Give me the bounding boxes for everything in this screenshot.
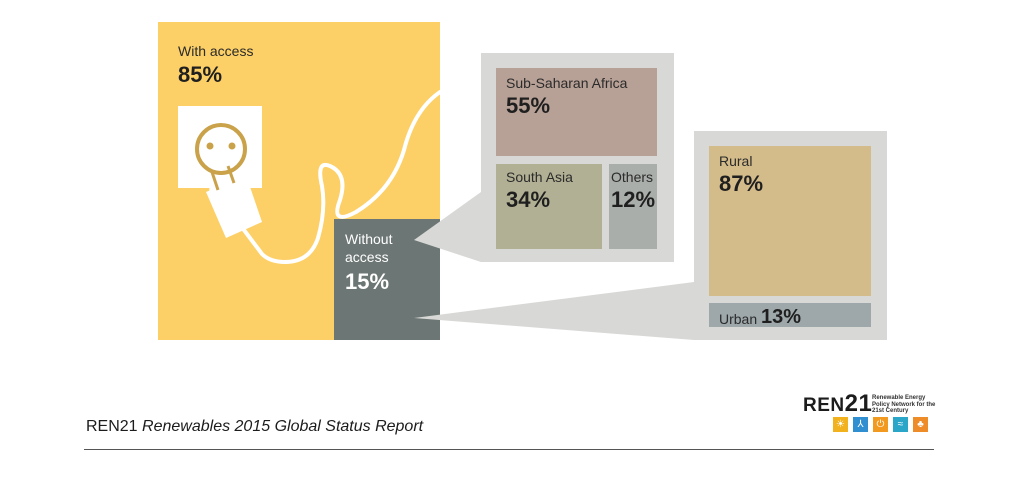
area-urban-label: Urban — [719, 311, 758, 327]
water-icon: ≈ — [893, 417, 908, 432]
area-urban-value: 13% — [761, 306, 802, 328]
region-sub-saharan-africa — [496, 68, 657, 156]
logo-name-suffix: 21 — [844, 390, 873, 417]
without-access-label-line1: Without — [345, 231, 393, 247]
with-access-label: With access — [178, 43, 254, 59]
area-callout-wedge — [414, 282, 694, 340]
region-others-label: Others — [611, 169, 654, 185]
region-sa-label: South Asia — [506, 169, 573, 185]
with-access-value: 85% — [178, 62, 223, 87]
logo-name-prefix: REN — [803, 395, 845, 416]
area-rural — [709, 146, 871, 296]
region-others — [609, 164, 657, 249]
region-callout-wedge — [414, 192, 481, 262]
logo-subtitle: Renewable Energy Policy Network for the … — [872, 395, 936, 414]
biomass-icon: ♣ — [913, 417, 928, 432]
footer-org: REN21 — [86, 418, 138, 435]
sun-icon: ☀ — [833, 417, 848, 432]
power-cord — [242, 90, 442, 265]
area-rural-label: Rural — [719, 153, 753, 169]
ren21-logo-wordmark: REN21 — [803, 390, 873, 417]
region-ssa-label: Sub-Saharan Africa — [506, 75, 628, 91]
plug-body — [206, 175, 262, 238]
region-south-asia — [496, 164, 602, 249]
socket-outlet-icon — [195, 123, 247, 175]
region-ssa-value: 55% — [506, 93, 551, 118]
wind-icon: ⅄ — [853, 417, 868, 432]
region-sa-value: 34% — [506, 187, 551, 212]
power-icon: ⏻ — [873, 417, 888, 432]
without-access-label-line2: access — [345, 249, 389, 265]
area-urban — [709, 303, 871, 327]
footer-report-title: Renewables 2015 Global Status Report — [142, 418, 424, 435]
footer-divider — [84, 449, 934, 450]
area-rural-value: 87% — [719, 171, 764, 196]
without-access-value: 15% — [345, 269, 390, 294]
footer-citation: REN21 Renewables 2015 Global Status Repo… — [86, 418, 423, 436]
region-others-value: 12% — [611, 187, 656, 212]
